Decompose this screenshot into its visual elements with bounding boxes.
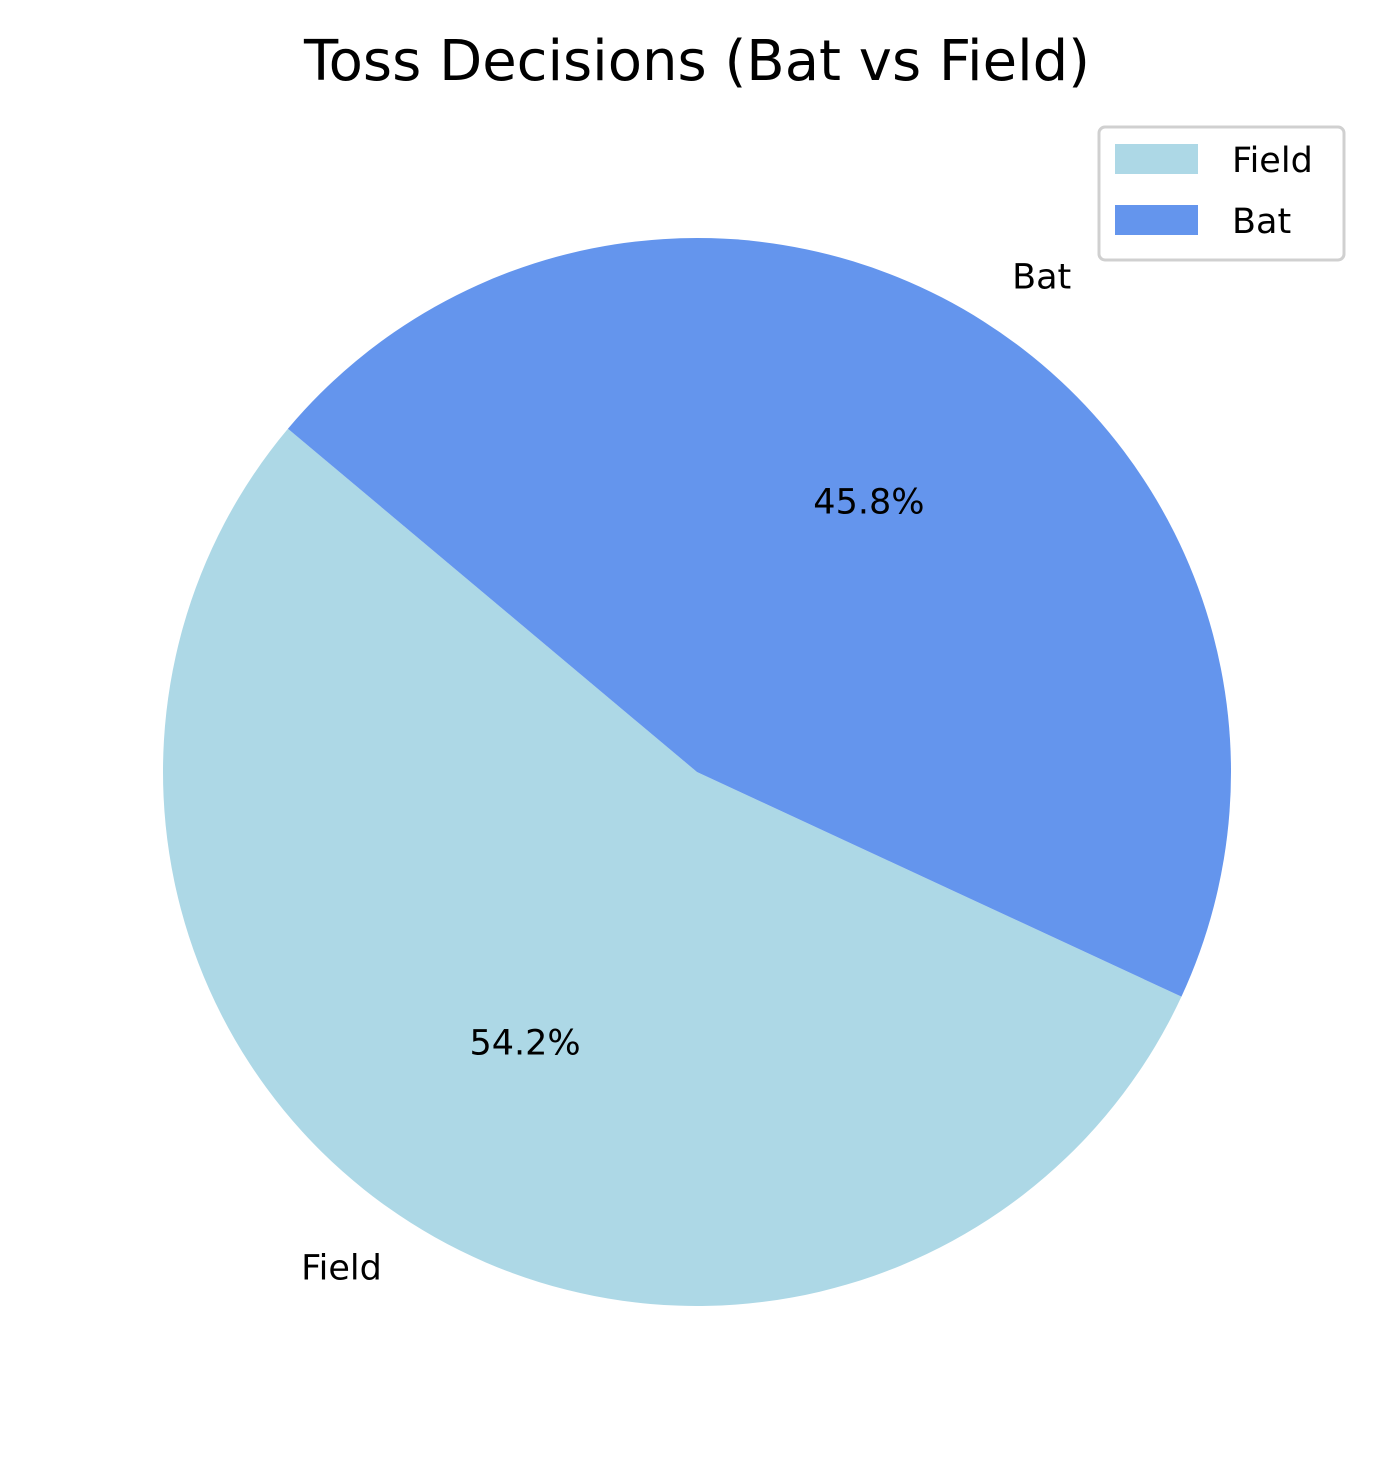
pie-labels: Field 54.2% Bat 45.8%	[301, 257, 1071, 1288]
pie-slice-bat	[287, 237, 1231, 997]
pie-slices	[163, 237, 1231, 1306]
slice-label-bat: Bat	[1012, 257, 1071, 297]
chart-title: Toss Decisions (Bat vs Field)	[303, 29, 1090, 94]
slice-label-field: Field	[301, 1249, 382, 1289]
legend-label-field: Field	[1232, 141, 1313, 181]
legend-swatch-bat	[1115, 205, 1198, 235]
pct-label-field: 54.2%	[470, 1023, 581, 1063]
legend-swatch-field	[1115, 144, 1198, 174]
pct-label-bat: 45.8%	[813, 483, 924, 523]
legend-label-bat: Bat	[1232, 202, 1291, 242]
legend: Field Bat	[1097, 125, 1346, 262]
pie-slice-field	[163, 428, 1182, 1306]
